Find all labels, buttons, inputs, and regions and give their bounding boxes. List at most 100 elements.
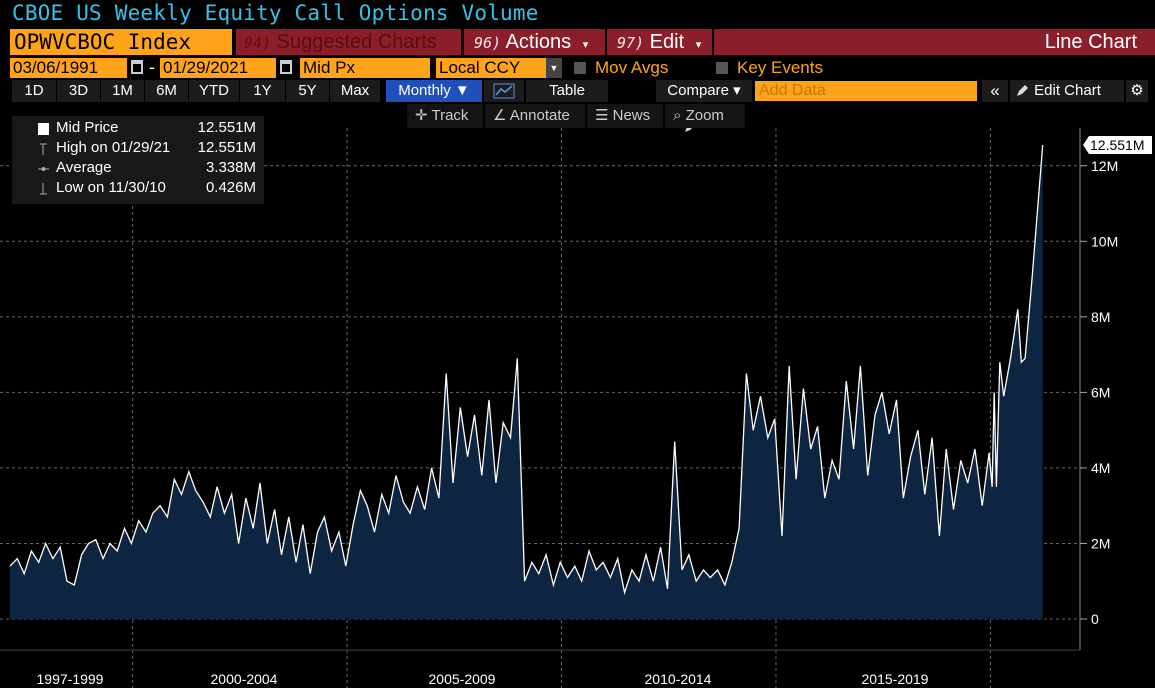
y-tick-label: 4M <box>1091 460 1110 476</box>
legend-row: Average 3.338M <box>12 159 264 179</box>
date-separator: - <box>149 57 155 77</box>
x-period-label: 2005-2009 <box>429 671 496 687</box>
line-chart-icon <box>493 83 515 99</box>
edit-menu[interactable]: 97) Edit ▾ <box>607 29 712 55</box>
chart-type-label: Line Chart <box>714 29 1155 55</box>
range-max-button[interactable]: Max <box>330 80 380 102</box>
ticker-field[interactable]: OPWVCBOC Index <box>10 29 232 55</box>
key-events-checkbox[interactable] <box>716 62 728 74</box>
y-tick-label: 2M <box>1091 535 1110 551</box>
x-period-label: 2010-2014 <box>645 671 712 687</box>
range-1m-button[interactable]: 1M <box>101 80 144 102</box>
range-ytd-button[interactable]: YTD <box>189 80 239 102</box>
legend: Mid Price 12.551M High on 01/29/21 12.55… <box>12 116 264 204</box>
currency-select[interactable]: Local CCY <box>436 58 546 78</box>
price-field-select[interactable]: Mid Px <box>300 58 430 78</box>
legend-value: 12.551M <box>197 119 256 136</box>
annotate-label: Annotate <box>509 107 570 124</box>
range-toolbar: 1D 3D 1M 6M YTD 1Y 5Y Max Monthly ▼ Tabl… <box>0 80 1155 102</box>
end-date-field[interactable]: 01/29/2021 <box>160 58 276 78</box>
add-data-input[interactable]: Add Data <box>755 81 977 101</box>
collapse-button[interactable]: « <box>982 80 1008 102</box>
actions-num: 96) <box>474 34 502 52</box>
zoom-tool[interactable]: ⌕ Zoom <box>665 104 745 128</box>
pencil-icon <box>1017 85 1028 96</box>
x-period-label: 2015-2019 <box>862 671 929 687</box>
suggested-label: Suggested Charts <box>276 31 437 53</box>
actions-menu[interactable]: 96) Actions ▾ <box>464 29 605 55</box>
range-6m-button[interactable]: 6M <box>145 80 188 102</box>
legend-label: Mid Price <box>56 119 119 136</box>
gear-icon: ⚙ <box>1130 82 1144 99</box>
legend-value: 3.338M <box>205 159 256 176</box>
settings-button[interactable]: ⚙ <box>1126 80 1148 102</box>
series-line <box>9 144 1044 596</box>
line-chart-toggle[interactable] <box>484 80 524 102</box>
calendar-icon[interactable] <box>131 60 143 74</box>
legend-row: Mid Price 12.551M <box>12 119 264 139</box>
track-label: Track <box>431 107 469 124</box>
range-5y-button[interactable]: 5Y <box>286 80 329 102</box>
x-axis-labels: 1997-1999 2000-2004 2005-2009 2010-2014 2015… <box>37 671 929 687</box>
crosshair-icon: ✛ <box>415 107 428 124</box>
x-period-label: 2000-2004 <box>211 671 278 687</box>
legend-value: 12.551M <box>197 139 256 156</box>
compare-menu[interactable]: Compare ▾ <box>656 80 752 102</box>
command-bar: OPWVCBOC Index 94) Suggested Charts 96) … <box>0 28 1155 56</box>
suggested-charts-button[interactable]: 94) Suggested Charts <box>236 29 461 55</box>
news-icon: ☰ <box>595 107 609 124</box>
series-area <box>10 145 1043 619</box>
chart-area[interactable]: 0 2M 4M 6M 8M 10M 12M 1997-1999 2000-2004 2005-2… <box>0 128 1155 688</box>
x-period-label: 1997-1999 <box>37 671 104 687</box>
actions-label: Actions <box>505 31 572 53</box>
compare-label: Compare <box>667 82 729 99</box>
edit-label: Edit <box>649 31 685 53</box>
chart-tools: ✛ Track ∠ Annotate ☰ News ⌕ Zoom <box>0 104 1155 128</box>
annotate-tool[interactable]: ∠ Annotate <box>485 104 585 128</box>
chart-title: CBOE US Weekly Equity Call Options Volum… <box>12 1 539 25</box>
legend-label: High on 01/29/21 <box>56 139 171 156</box>
y-tick-label: 0 <box>1091 611 1099 627</box>
start-date-field[interactable]: 03/06/1991 <box>10 58 127 78</box>
range-3d-button[interactable]: 3D <box>57 80 100 102</box>
track-tool[interactable]: ✛ Track <box>407 104 483 128</box>
chevron-down-icon: ▾ <box>582 39 589 51</box>
last-value-tag: 12.551M <box>1083 135 1152 154</box>
legend-row: Low on 11/30/10 0.426M <box>12 179 264 199</box>
y-tick-label: 12M <box>1091 158 1118 174</box>
legend-label: Average <box>56 159 112 176</box>
y-tick-label: 8M <box>1091 309 1110 325</box>
mov-avgs-label: Mov Avgs <box>595 58 669 77</box>
table-button[interactable]: Table <box>526 80 608 102</box>
chevron-down-icon[interactable]: ▼ <box>546 58 562 78</box>
chevron-down-icon: ▾ <box>695 39 702 51</box>
legend-value: 0.426M <box>205 179 256 196</box>
chevron-down-icon: ▾ <box>733 82 741 99</box>
average-marker-icon <box>38 167 49 171</box>
news-label: News <box>612 107 651 124</box>
legend-row: High on 01/29/21 12.551M <box>12 139 264 159</box>
y-tick-label: 6M <box>1091 384 1110 400</box>
periodicity-select[interactable]: Monthly ▼ <box>386 80 482 102</box>
range-1d-button[interactable]: 1D <box>12 80 56 102</box>
key-events-label: Key Events <box>737 58 823 77</box>
edit-num: 97) <box>617 34 645 52</box>
last-value-label: 12.551M <box>1090 137 1144 153</box>
edit-chart-button[interactable]: Edit Chart <box>1010 80 1124 102</box>
legend-label: Low on 11/30/10 <box>56 179 166 196</box>
zoom-label: Zoom <box>685 107 724 124</box>
magnifier-icon: ⌕ <box>673 107 682 124</box>
y-axis-ticks: 0 2M 4M 6M 8M 10M 12M <box>1080 158 1118 627</box>
suggested-num: 94) <box>244 34 272 52</box>
title-bar: CBOE US Weekly Equity Call Options Volum… <box>0 0 1155 28</box>
annotate-icon: ∠ <box>493 107 507 124</box>
series-color-swatch <box>38 123 49 135</box>
edit-chart-label: Edit Chart <box>1034 82 1101 99</box>
low-marker-icon <box>40 183 47 195</box>
high-marker-icon <box>40 143 47 155</box>
news-tool[interactable]: ☰ News <box>587 104 663 128</box>
mov-avgs-checkbox[interactable] <box>574 62 586 74</box>
calendar-icon[interactable] <box>280 60 292 74</box>
range-1y-button[interactable]: 1Y <box>240 80 285 102</box>
y-tick-label: 10M <box>1091 233 1118 249</box>
